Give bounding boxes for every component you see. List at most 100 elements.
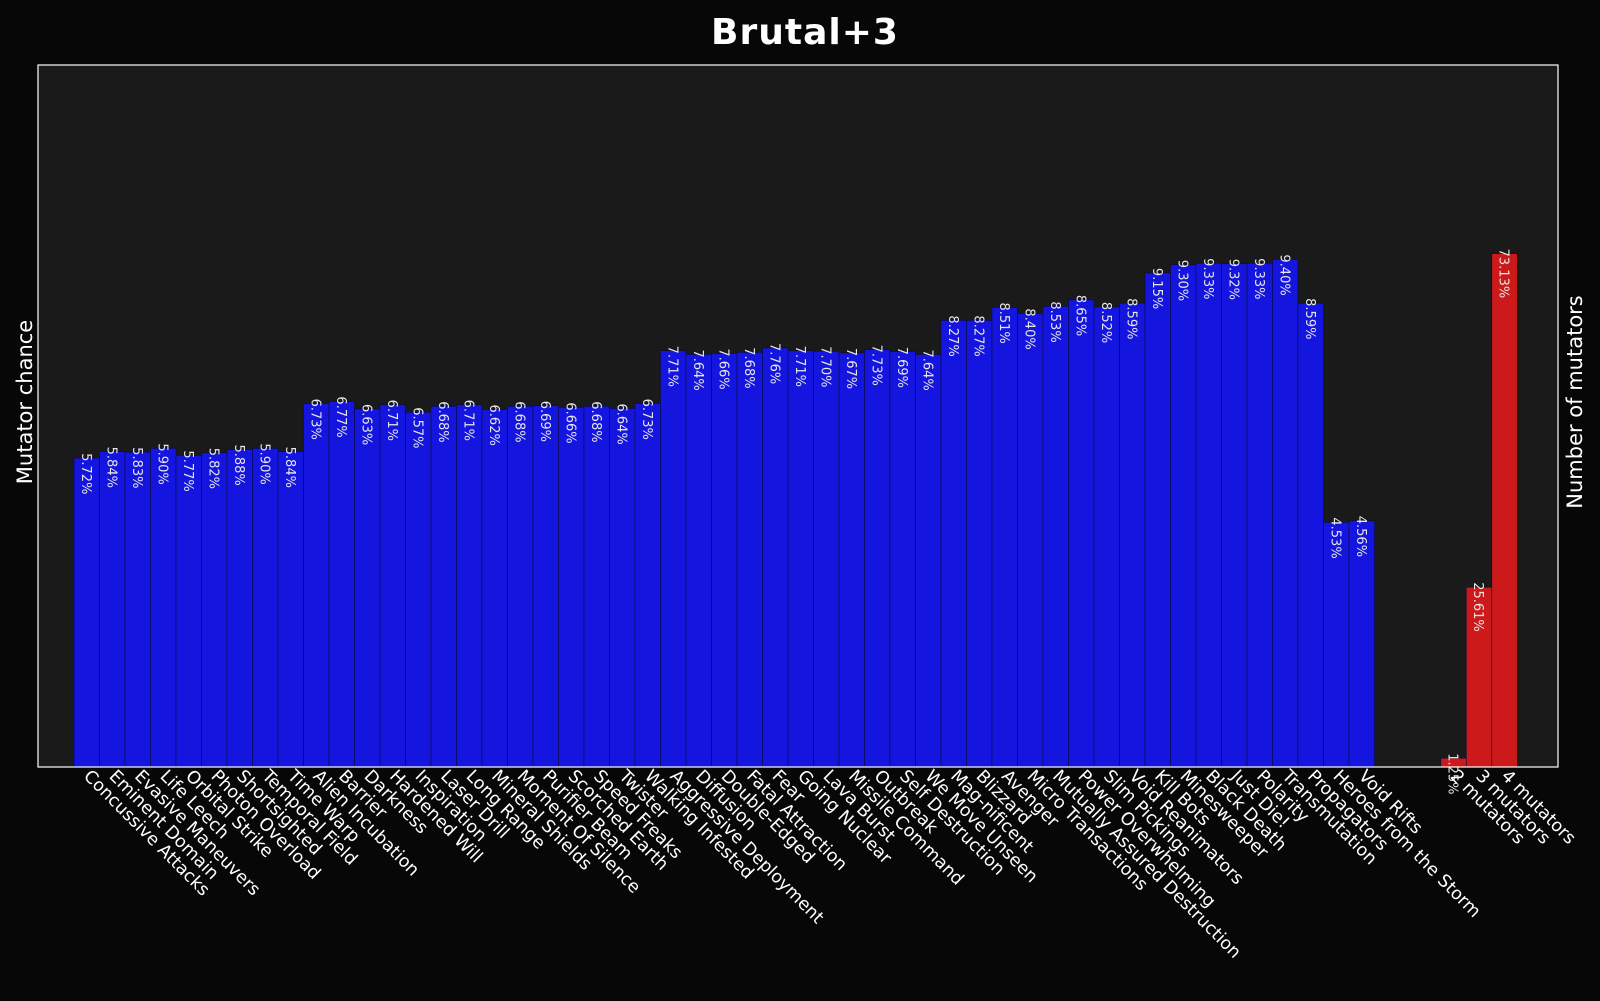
data-label-micro-transactions: 8.40% <box>1021 308 1036 349</box>
data-label-kill-bots: 9.15% <box>1149 268 1164 309</box>
data-label-black-death: 9.33% <box>1200 258 1215 299</box>
data-label-power-overwhelming: 8.65% <box>1072 295 1087 336</box>
data-label-blizzard: 8.27% <box>970 315 985 356</box>
data-label-darkness: 6.63% <box>358 404 373 445</box>
bar-going-nuclear <box>787 350 814 768</box>
bar-3-mutators <box>1466 586 1493 768</box>
bar-4-mutators <box>1491 253 1518 768</box>
data-label-fear: 7.76% <box>766 343 781 384</box>
bar-scorched-earth <box>558 407 585 768</box>
bar-power-overwhelming <box>1068 299 1095 768</box>
data-label-missile-command: 7.67% <box>843 348 858 389</box>
bar-avenger <box>991 307 1018 768</box>
data-label-mag-nificent: 8.27% <box>945 315 960 356</box>
data-label-photon-overload: 5.82% <box>205 448 220 489</box>
data-label-aggressive-deployment: 7.71% <box>664 346 679 387</box>
data-label-evasive-maneuvers: 5.83% <box>129 447 144 488</box>
bar-fatal-attraction <box>736 351 763 768</box>
bar-barrier <box>328 401 355 768</box>
data-label-shortsighted: 5.88% <box>231 444 246 485</box>
data-label-laser-drill: 6.68% <box>435 401 450 442</box>
bar-we-move-unseen <box>915 354 942 768</box>
bar-orbital-strike <box>175 455 202 768</box>
bar-eminent-domain <box>99 451 126 768</box>
bar-hardened-will <box>379 404 406 768</box>
data-label-orbital-strike: 5.77% <box>180 450 195 491</box>
bar-mag-nificent <box>940 320 967 768</box>
data-label-heroes-from-the-storm: 4.53% <box>1327 517 1342 558</box>
data-label-outbreak: 7.73% <box>868 345 883 386</box>
bar-kill-bots <box>1144 272 1171 768</box>
data-label-polarity: 9.33% <box>1251 258 1266 299</box>
data-label-propagators: 8.59% <box>1302 298 1317 339</box>
data-label-long-range: 6.71% <box>460 400 475 441</box>
data-label-time-warp: 5.84% <box>282 447 297 488</box>
data-label-fatal-attraction: 7.68% <box>741 347 756 388</box>
bar-laser-drill <box>430 405 457 768</box>
bar-moment-of-silence <box>507 405 534 768</box>
bar-darkness <box>354 408 381 768</box>
bar-blizzard <box>966 320 993 768</box>
bar-walking-infested <box>634 403 661 768</box>
bar-inspiration <box>405 411 432 768</box>
data-label-void-reanimators: 8.59% <box>1123 298 1138 339</box>
data-label-lava-burst: 7.70% <box>817 346 832 387</box>
bar-twister <box>609 408 636 768</box>
bar-minesweeper <box>1170 264 1197 768</box>
data-label-double-edged: 7.66% <box>715 348 730 389</box>
bar-lava-burst <box>813 350 840 768</box>
y-axis-label-right: Number of mutators <box>1563 295 1587 508</box>
bar-double-edged <box>711 353 738 768</box>
chart-title: Brutal+3 <box>711 12 899 53</box>
bar-fear <box>762 347 789 768</box>
data-label-scorched-earth: 6.66% <box>562 402 577 443</box>
data-label-hardened-will: 6.71% <box>384 400 399 441</box>
data-label-walking-infested: 6.73% <box>639 399 654 440</box>
data-label-transmutation: 9.40% <box>1276 254 1291 295</box>
data-label-we-move-unseen: 7.64% <box>919 349 934 390</box>
bar-photon-overload <box>201 452 228 768</box>
data-label-twister: 6.64% <box>613 403 628 444</box>
bar-heroes-from-the-storm <box>1323 522 1350 768</box>
data-label-mutually-assured-destruction: 8.53% <box>1047 301 1062 342</box>
data-label-self-destruction: 7.69% <box>894 347 909 388</box>
bar-missile-command <box>838 352 865 768</box>
bar-polarity <box>1246 262 1273 768</box>
bar-aggressive-deployment <box>660 350 687 768</box>
bar-purifier-beam <box>532 405 559 768</box>
data-label-concussive-attacks: 5.72% <box>78 453 93 494</box>
bar-self-destruction <box>889 351 916 768</box>
bar-shortsighted <box>226 449 253 768</box>
data-label-eminent-domain: 5.84% <box>103 447 118 488</box>
data-label-going-nuclear: 7.71% <box>792 346 807 387</box>
bar-mutually-assured-destruction <box>1042 306 1069 768</box>
data-label-void-rifts: 4.56% <box>1353 516 1368 557</box>
bar-speed-freaks <box>583 405 610 768</box>
bar-outbreak <box>864 349 891 768</box>
bar-just-die <box>1221 263 1248 768</box>
bar-slim-pickings <box>1093 306 1120 768</box>
bar-diffusion <box>685 354 712 768</box>
bar-evasive-maneuvers <box>124 451 151 768</box>
data-label-2-mutators: 1.25% <box>1445 753 1460 794</box>
data-label-moment-of-silence: 6.68% <box>511 401 526 442</box>
data-label-speed-freaks: 6.68% <box>588 401 603 442</box>
bar-long-range <box>456 404 483 768</box>
bar-propagators <box>1297 302 1324 768</box>
bars-group <box>73 253 1518 768</box>
bar-transmutation <box>1272 259 1299 768</box>
bar-alien-incubation <box>303 403 330 768</box>
bar-mineral-shields <box>481 409 508 768</box>
bar-temporal-field <box>252 448 279 768</box>
bar-micro-transactions <box>1017 313 1044 768</box>
data-label-purifier-beam: 6.69% <box>537 401 552 442</box>
bar-life-leech <box>150 448 177 768</box>
data-label-barrier: 6.77% <box>333 396 348 437</box>
data-label-inspiration: 6.57% <box>409 407 424 448</box>
data-label-mineral-shields: 6.62% <box>486 405 501 446</box>
bar-black-death <box>1195 262 1222 768</box>
bar-concussive-attacks <box>73 457 100 768</box>
data-label-just-die: 9.32% <box>1225 259 1240 300</box>
data-label-diffusion: 7.64% <box>690 349 705 390</box>
